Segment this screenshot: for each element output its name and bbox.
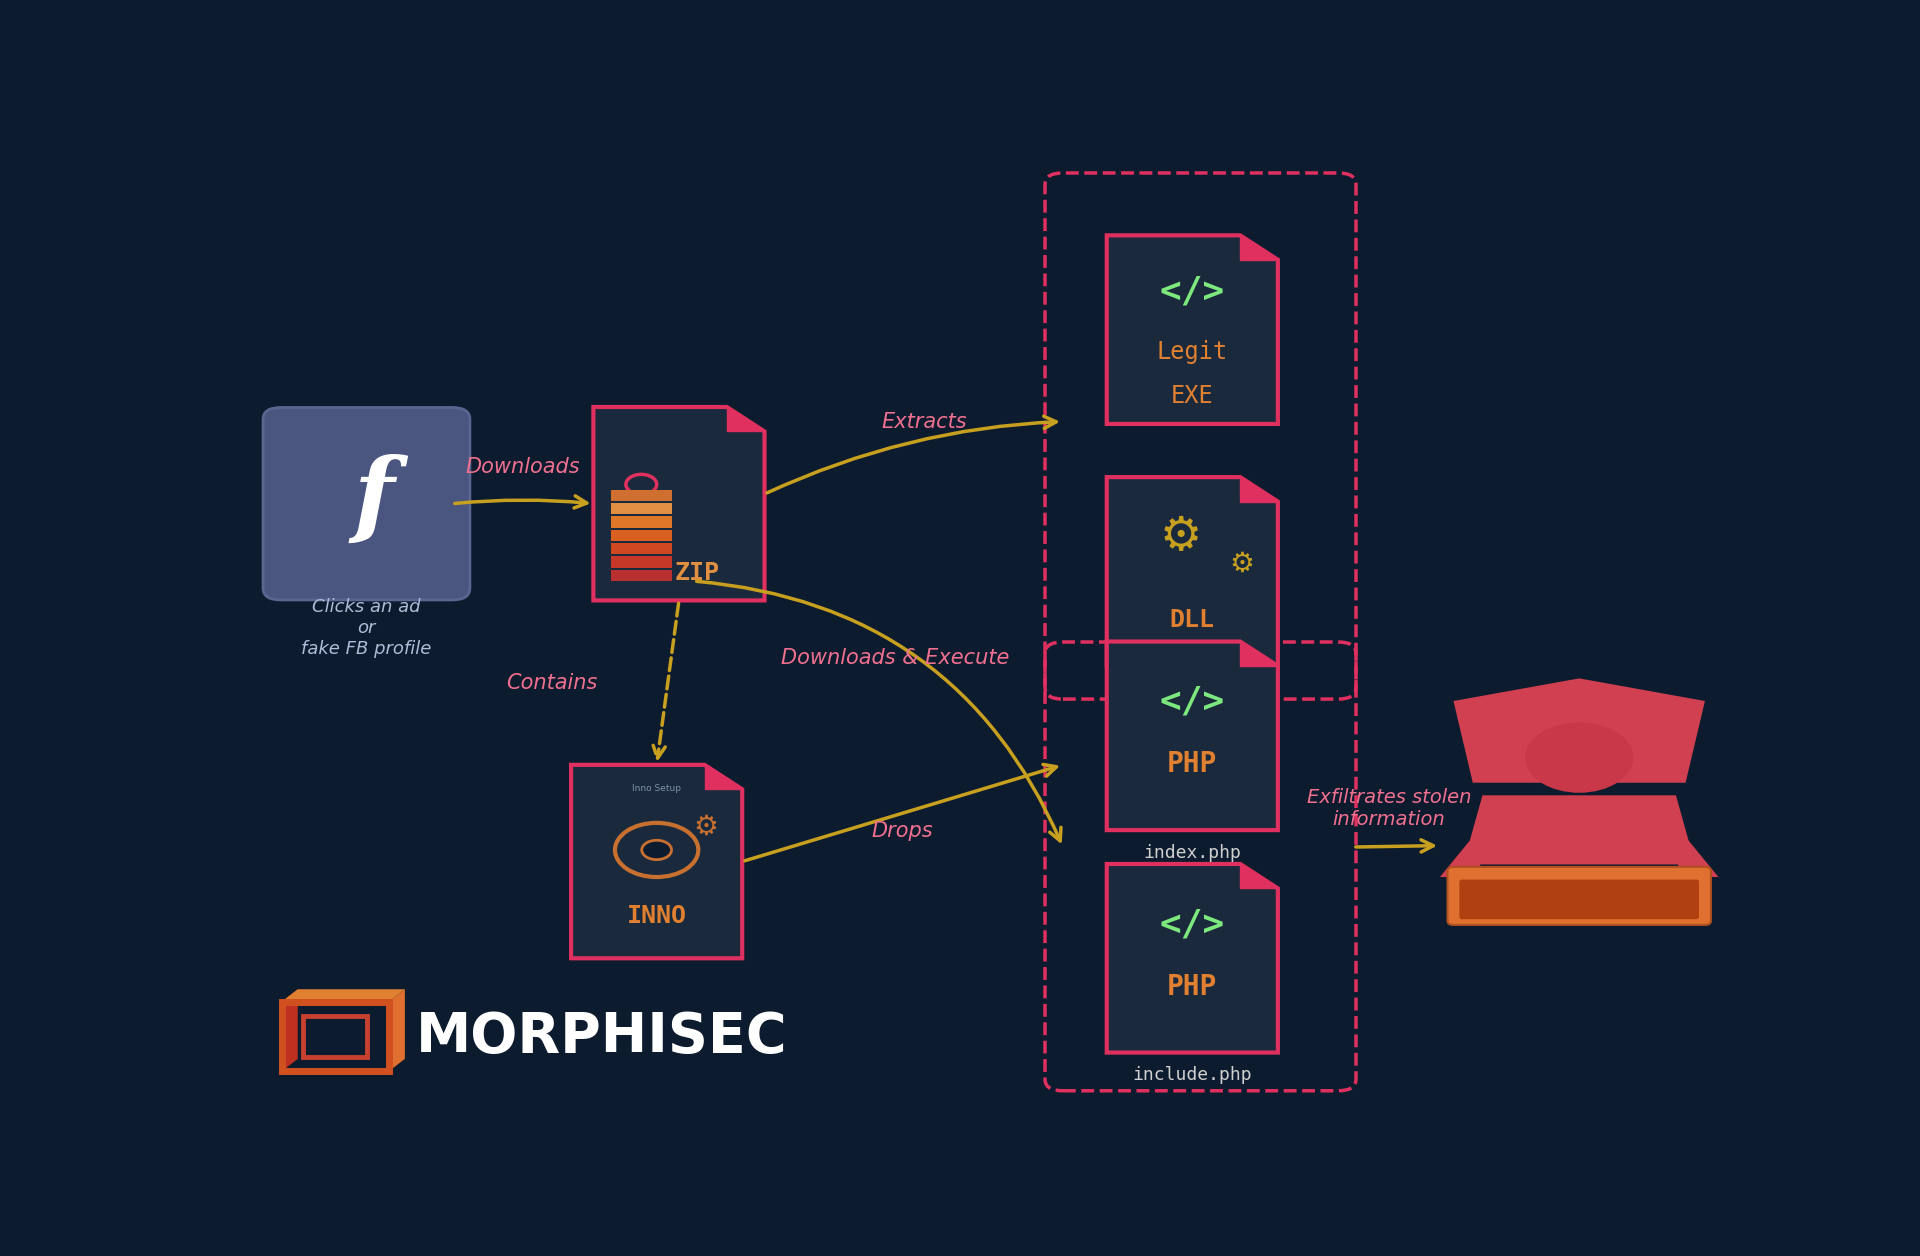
Polygon shape (282, 990, 298, 1071)
Text: ZIP: ZIP (674, 561, 720, 585)
Text: ⚙: ⚙ (693, 813, 718, 840)
Circle shape (641, 840, 672, 859)
Bar (611, 530, 672, 541)
Circle shape (626, 475, 657, 495)
Text: PHP: PHP (1167, 972, 1217, 1001)
Polygon shape (1440, 820, 1486, 877)
Text: Legit: Legit (1156, 340, 1229, 364)
FancyBboxPatch shape (263, 407, 470, 600)
Text: Contains: Contains (505, 673, 597, 692)
Text: f: f (353, 453, 394, 544)
Polygon shape (593, 407, 764, 600)
Polygon shape (282, 990, 405, 1002)
Text: Extracts: Extracts (881, 412, 968, 432)
Polygon shape (1240, 477, 1279, 501)
Text: PHP: PHP (1167, 750, 1217, 779)
Text: INNO: INNO (626, 904, 687, 928)
Text: </>: </> (1160, 907, 1225, 941)
Polygon shape (1453, 678, 1705, 782)
Text: DLL: DLL (1169, 608, 1215, 633)
Text: Drops: Drops (872, 820, 933, 840)
Text: </>: </> (1160, 275, 1225, 309)
Text: Exfiltrates stolen
information: Exfiltrates stolen information (1308, 788, 1471, 829)
Bar (611, 490, 672, 501)
Bar (611, 504, 672, 515)
Polygon shape (1106, 642, 1279, 830)
Text: Inno Setup: Inno Setup (632, 784, 682, 793)
Polygon shape (1106, 477, 1279, 666)
Text: MORPHISEC: MORPHISEC (415, 1010, 787, 1064)
Polygon shape (1240, 642, 1279, 666)
FancyBboxPatch shape (1448, 867, 1711, 924)
Polygon shape (1106, 235, 1279, 425)
Bar (611, 543, 672, 554)
Text: ⚙: ⚙ (1160, 515, 1202, 560)
Text: Downloads: Downloads (465, 457, 580, 477)
Polygon shape (1240, 235, 1279, 260)
Polygon shape (1463, 795, 1695, 864)
Text: include.php: include.php (1133, 1066, 1252, 1084)
Text: ⚙: ⚙ (1229, 550, 1254, 578)
Polygon shape (570, 765, 743, 958)
Polygon shape (1240, 864, 1279, 888)
Bar (611, 556, 672, 568)
FancyBboxPatch shape (1459, 879, 1699, 919)
Polygon shape (1672, 820, 1718, 877)
Polygon shape (1106, 864, 1279, 1053)
Bar (611, 516, 672, 528)
Polygon shape (705, 765, 743, 789)
Polygon shape (728, 407, 764, 432)
Text: </>: </> (1160, 685, 1225, 718)
Text: Downloads & Execute: Downloads & Execute (781, 648, 1008, 668)
Text: EXE: EXE (1171, 383, 1213, 408)
Bar (611, 570, 672, 582)
Polygon shape (388, 990, 405, 1071)
Text: Clicks an ad
or
fake FB profile: Clicks an ad or fake FB profile (301, 598, 432, 658)
Circle shape (614, 823, 699, 877)
Text: index.php: index.php (1144, 844, 1240, 862)
Circle shape (1524, 722, 1634, 793)
